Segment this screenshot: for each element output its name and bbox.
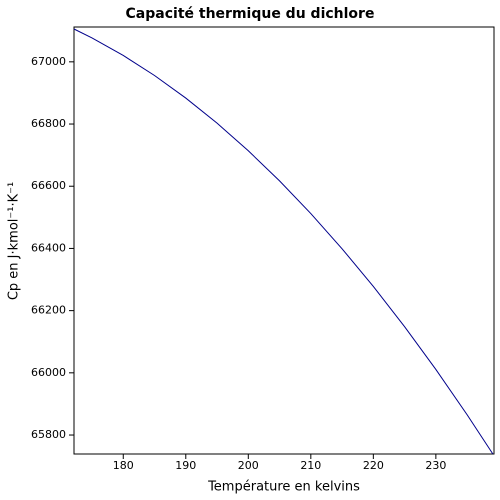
plot-frame	[73, 26, 495, 455]
x-tick-label: 180	[113, 459, 134, 472]
y-axis-label: Cp en J·kmol⁻¹·K⁻¹	[7, 182, 22, 300]
x-tick-label: 210	[300, 459, 321, 472]
x-tick-label: 190	[175, 459, 196, 472]
data-line	[73, 28, 494, 455]
y-tick-label: 66000	[31, 366, 66, 379]
y-tick-label: 66400	[31, 241, 66, 254]
x-tick-label: 220	[363, 459, 384, 472]
y-tick-label: 66200	[31, 304, 66, 317]
y-tick-label: 66800	[31, 117, 66, 130]
y-tick-label: 66600	[31, 179, 66, 192]
chart-title: Capacité thermique du dichlore	[126, 6, 375, 22]
x-tick-label: 230	[425, 459, 446, 472]
x-axis-label: Température en kelvins	[207, 480, 360, 495]
y-tick-label: 67000	[31, 55, 66, 68]
x-tick-label: 200	[238, 459, 259, 472]
y-tick-label: 65800	[31, 428, 66, 441]
